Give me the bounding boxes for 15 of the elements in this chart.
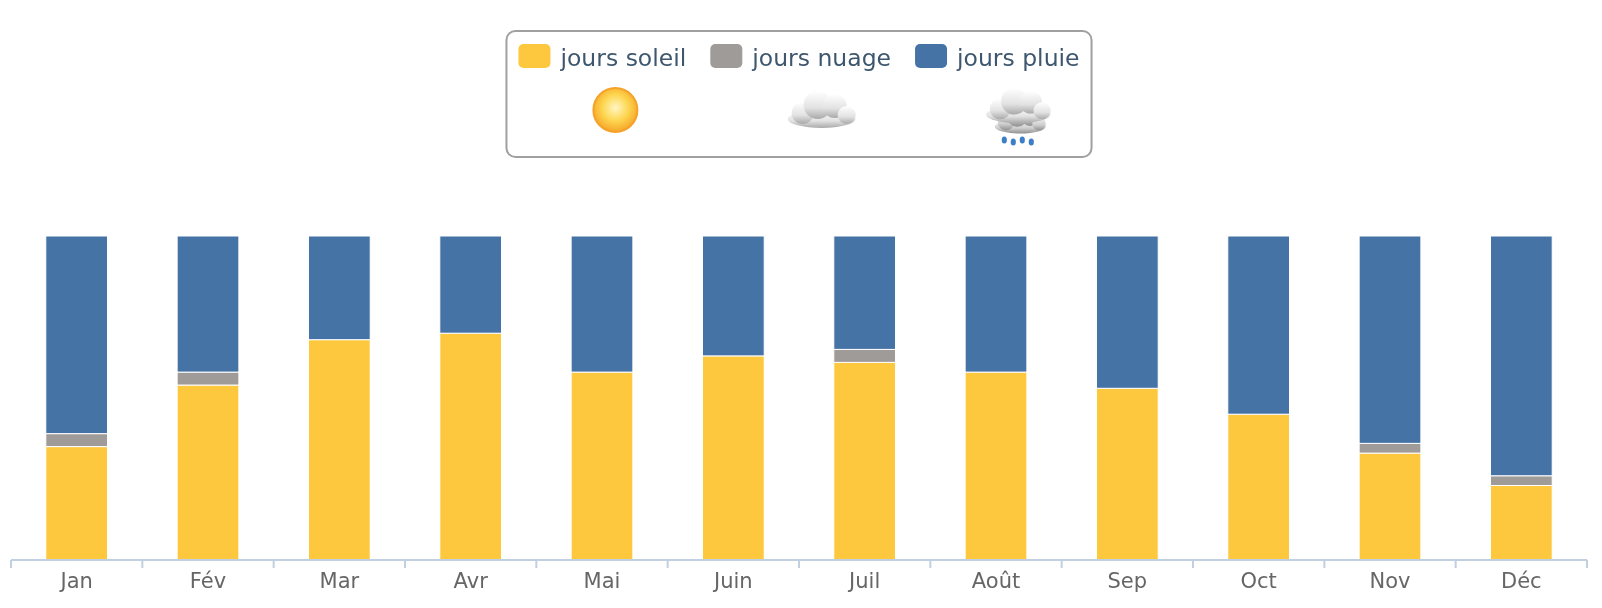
x-tick-label: Déc xyxy=(1501,569,1542,593)
legend-label: jours pluie xyxy=(956,44,1080,72)
x-tick-label: Jan xyxy=(58,569,93,593)
x-tick-label: Août xyxy=(971,569,1021,593)
x-tick-label: Juin xyxy=(712,569,753,593)
x-tick-label: Oct xyxy=(1240,569,1277,593)
x-tick-label: Sep xyxy=(1107,569,1148,593)
x-tick-label: Mai xyxy=(583,569,621,593)
x-tick-label: Nov xyxy=(1369,569,1411,593)
legend-label: jours nuage xyxy=(751,44,892,72)
x-tick-label: Mar xyxy=(319,569,360,593)
x-tick-label: Fév xyxy=(189,569,227,593)
legend-label: jours soleil xyxy=(559,44,687,72)
x-tick-label: Juil xyxy=(847,569,881,593)
x-tick-label: Avr xyxy=(453,569,489,593)
